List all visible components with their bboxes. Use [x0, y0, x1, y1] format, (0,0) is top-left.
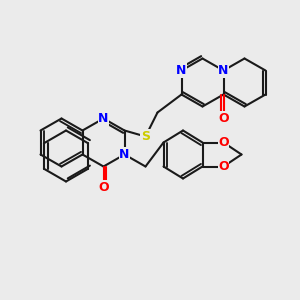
Text: S: S — [141, 130, 150, 143]
Text: N: N — [218, 64, 229, 77]
Text: O: O — [98, 181, 109, 194]
Text: N: N — [176, 64, 187, 77]
Text: N: N — [98, 112, 109, 125]
Text: O: O — [218, 112, 229, 125]
Text: O: O — [218, 160, 229, 173]
Text: N: N — [119, 148, 130, 161]
Text: O: O — [218, 136, 229, 149]
